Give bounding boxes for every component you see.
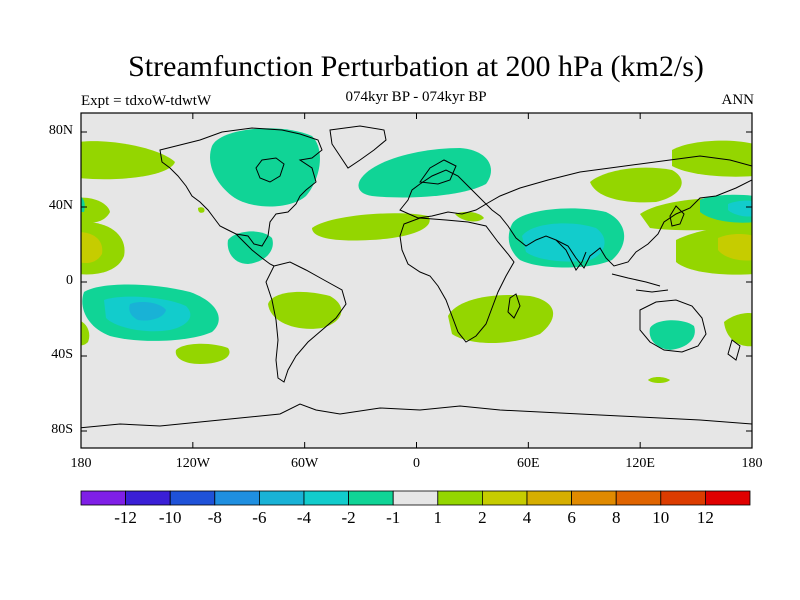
contour-negative-region: [358, 148, 491, 198]
contour-negative-strong: [522, 223, 605, 262]
longitude-tick-label: 180: [70, 456, 92, 471]
colorbar-swatch: [258, 490, 305, 506]
latitude-tick-label: 40S: [51, 347, 73, 362]
coastline-india: [555, 239, 587, 271]
latitude-tick-label: 80S: [51, 422, 73, 437]
contour-negative-strong: [728, 200, 752, 217]
colorbar-label: 12: [696, 508, 714, 527]
coastline-madagascar: [507, 293, 521, 319]
contour-positive-strong: [718, 234, 752, 261]
colorbar-label: 4: [522, 508, 532, 527]
colorbar-swatch: [80, 490, 126, 506]
contour-positive-region: [672, 140, 752, 177]
contour-positive-region: [81, 197, 110, 223]
season-label: ANN: [721, 92, 755, 108]
axis-tick-marks: [80, 113, 753, 448]
colorbar-swatch: [526, 490, 572, 506]
longitude-tick-label: 120W: [175, 456, 210, 471]
colorbar-swatch: [125, 490, 171, 506]
colorbar-swatch: [348, 490, 394, 506]
colorbar-swatch: [705, 490, 751, 506]
longitude-tick-label: 0: [413, 456, 420, 471]
coastline-japan: [669, 205, 685, 227]
longitude-tick-label: 60E: [517, 456, 540, 471]
latitude-tick-label: 80N: [48, 123, 73, 138]
latitude-tick-label: 0: [66, 273, 73, 288]
colorbar-label: -6: [252, 508, 267, 527]
colorbar-label: 6: [567, 508, 576, 527]
contour-positive-region: [175, 343, 230, 364]
map-subtitle: 074kyr BP - 074kyr BP: [345, 89, 487, 105]
colorbar-label: -8: [207, 508, 222, 527]
longitude-tick-label: 120E: [625, 456, 655, 471]
longitude-tick-label: 180: [741, 456, 763, 471]
colorbar-swatch: [169, 490, 216, 506]
contour-positive-region: [268, 291, 342, 329]
contour-positive-region: [81, 321, 90, 346]
coastlines: [81, 125, 752, 429]
colorbar-swatch: [303, 490, 349, 506]
coastline-scandinavia: [419, 159, 457, 185]
contour-negative-region: [649, 320, 695, 350]
map-title: Streamfunction Perturbation at 200 hPa (…: [128, 50, 704, 83]
colorbar-label: 8: [611, 508, 621, 527]
colorbar-swatch: [660, 490, 706, 506]
colorbar-swatch: [437, 490, 483, 506]
contour-positive-region: [590, 167, 682, 203]
coastline-central-america: [235, 233, 275, 267]
colorbar-label: 2: [478, 508, 487, 527]
coastline-indonesia: [611, 273, 669, 293]
colorbar-label: -12: [114, 508, 137, 527]
latitude-tick-label: 40N: [48, 198, 73, 213]
map-plot-area: [81, 113, 752, 448]
colorbar-swatch: [214, 490, 260, 506]
colorbar-label: -4: [296, 508, 312, 527]
coastline-africa: [399, 217, 515, 343]
contour-fill-layer: [81, 128, 752, 383]
contour-positive-strong: [81, 232, 103, 263]
coastline-south-america: [265, 261, 347, 383]
colorbar-label: -1: [386, 508, 401, 527]
colorbar-swatch: [615, 490, 662, 506]
coastline-hudson-bay: [255, 157, 285, 183]
contour-positive-region: [198, 207, 205, 213]
colorbar-swatch: [392, 490, 439, 506]
colorbar-label: -2: [341, 508, 356, 527]
contour-positive-region: [724, 313, 752, 347]
coastline-europe: [399, 169, 487, 219]
coastline-australia: [639, 299, 707, 353]
colorbar-label: -10: [158, 508, 182, 527]
coastline-asia: [485, 155, 752, 269]
contour-negative-region: [81, 196, 85, 212]
contour-positive-region: [81, 141, 175, 180]
colorbar-swatch: [571, 490, 617, 506]
coastline-new-zealand: [727, 339, 741, 361]
contour-positive-region: [648, 377, 670, 383]
coastline-greenland: [329, 125, 387, 169]
longitude-tick-label: 60W: [291, 456, 319, 471]
coastline-antarctica: [81, 403, 752, 429]
contour-negative-region: [210, 128, 320, 207]
experiment-label: Expt = tdxoW-tdwtW: [81, 93, 212, 109]
coastline-north-america: [159, 127, 323, 247]
colorbar: [80, 490, 751, 506]
colorbar-swatch: [481, 490, 528, 506]
contour-positive-region: [448, 294, 554, 343]
contour-negative-strongest: [129, 302, 166, 321]
colorbar-label: 10: [652, 508, 670, 527]
colorbar-label: 1: [433, 508, 443, 527]
